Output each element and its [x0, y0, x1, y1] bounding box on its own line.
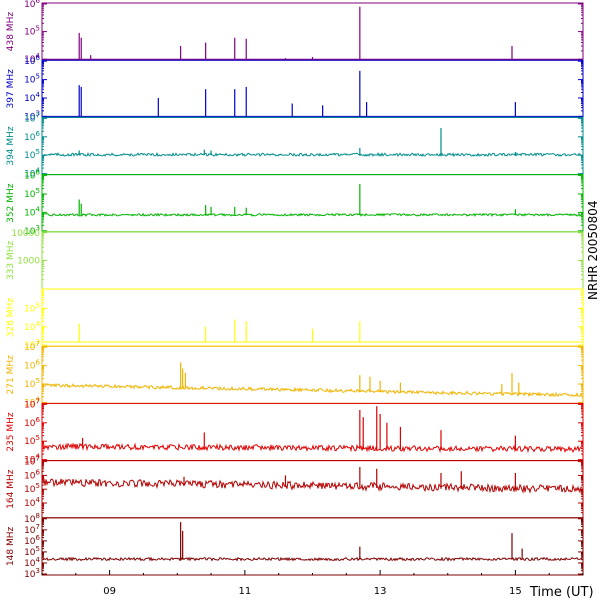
y-tick-label: 106	[24, 534, 40, 547]
y-tick-label: 106	[24, 54, 40, 67]
panel-frame	[41, 174, 584, 233]
y-tick-label: 107	[24, 111, 40, 124]
panel-frame	[41, 116, 584, 176]
panel-352-mhz: 103 104 105 106 352 MHz	[6, 169, 584, 237]
spikes	[183, 467, 516, 490]
y-tick-label: 104	[24, 556, 40, 569]
panel-frame	[41, 59, 584, 118]
y-tick-label: 103	[24, 567, 40, 580]
y-tick-label: 104	[24, 496, 40, 509]
y-tick-label: 105	[24, 25, 40, 38]
spikes	[78, 319, 361, 342]
y-tick-label: 105	[24, 187, 40, 200]
panel-frame	[41, 460, 584, 519]
spikes	[180, 522, 523, 560]
panel-frequency-label: 333 MHz	[6, 240, 16, 280]
y-tick-label: 105	[24, 434, 40, 447]
panel-frequency-label: 394 MHz	[6, 126, 16, 166]
y-tick-label: 107	[24, 397, 40, 410]
y-tick-label: 108	[24, 512, 40, 525]
y-tick-label: 104	[24, 52, 40, 65]
x-tick-label: 09	[103, 586, 116, 597]
panel-438-mhz: 104 105 106 438 MHz	[6, 0, 584, 65]
spikes	[78, 70, 516, 117]
y-tick-label: 104	[24, 320, 40, 333]
panel-frequency-label: 328 MHz	[6, 298, 16, 338]
series-line	[42, 477, 582, 494]
panel-271-mhz: 104 105 106 107 271 MHz	[6, 340, 584, 408]
x-tick-label: 11	[239, 586, 252, 597]
panel-frequency-label: 352 MHz	[6, 183, 16, 223]
x-tick-label: 13	[374, 586, 387, 597]
y-tick-label: 105	[24, 482, 40, 495]
spikes	[78, 128, 516, 156]
panel-frequency-label: 397 MHz	[6, 69, 16, 109]
spikes	[78, 6, 513, 60]
panel-frequency-label: 271 MHz	[6, 355, 16, 395]
y-tick-label: 106	[24, 416, 40, 429]
spikes	[180, 362, 520, 395]
y-tick-label: 106	[24, 169, 40, 182]
y-tick-label: 105	[24, 301, 40, 314]
y-tick-label: 107	[24, 455, 40, 468]
y-tick-label: 105	[24, 73, 40, 86]
y-tick-label: 104	[24, 205, 40, 218]
y-tick-label: 104	[24, 91, 40, 104]
y-tick-label: 104	[24, 395, 40, 408]
series-line	[42, 556, 583, 562]
y-tick-label: 106	[24, 130, 40, 143]
y-tick-label: 103	[24, 224, 40, 237]
series-line	[42, 383, 583, 398]
x-axis-title: Time (UT)	[529, 585, 594, 600]
panel-328-mhz: 103 104 105 328 MHz	[6, 288, 584, 351]
spikes	[81, 406, 516, 450]
y-tick-label: 105	[24, 545, 40, 558]
panel-frame	[41, 2, 584, 61]
y-tick-label: 107	[24, 340, 40, 353]
y-tick-label: 106	[24, 468, 40, 481]
y-tick-label: 106	[24, 0, 40, 10]
y-tick-label: 1000	[17, 256, 40, 266]
panel-frequency-label: 148 MHz	[6, 526, 16, 566]
y-tick-label: 10000	[11, 229, 40, 239]
y-tick-label: 103	[24, 109, 40, 122]
y-tick-label: 105	[24, 148, 40, 161]
y-tick-label: 104	[24, 453, 40, 466]
y-tick-label: 106	[24, 359, 40, 372]
x-axis: 09 11 13 15	[41, 570, 584, 597]
panel-frequency-label: 235 MHz	[6, 412, 16, 452]
spikes	[78, 183, 516, 216]
series-line	[42, 212, 583, 218]
y-tick-label: 103	[24, 338, 40, 351]
panel-frame	[41, 231, 584, 290]
y-tick-label: 105	[24, 377, 40, 390]
panel-397-mhz: 103 104 105 106 397 MHz	[6, 54, 584, 122]
panel-frame	[41, 402, 584, 462]
station-date-label: NRHR 20050804	[586, 200, 600, 300]
series-line	[42, 151, 583, 158]
series-line	[42, 442, 583, 454]
panel-frame	[41, 517, 584, 576]
x-tick-label: 15	[509, 586, 522, 597]
panel-frequency-label: 164 MHz	[6, 469, 16, 509]
panel-394-mhz: 104 105 106 107 394 MHz	[6, 111, 584, 180]
y-tick-label: 104	[24, 167, 40, 180]
panel-frequency-label: 438 MHz	[6, 12, 16, 52]
panel-235-mhz: 104 105 106 107 235 MHz	[6, 397, 584, 466]
y-tick-label: 107	[24, 523, 40, 536]
